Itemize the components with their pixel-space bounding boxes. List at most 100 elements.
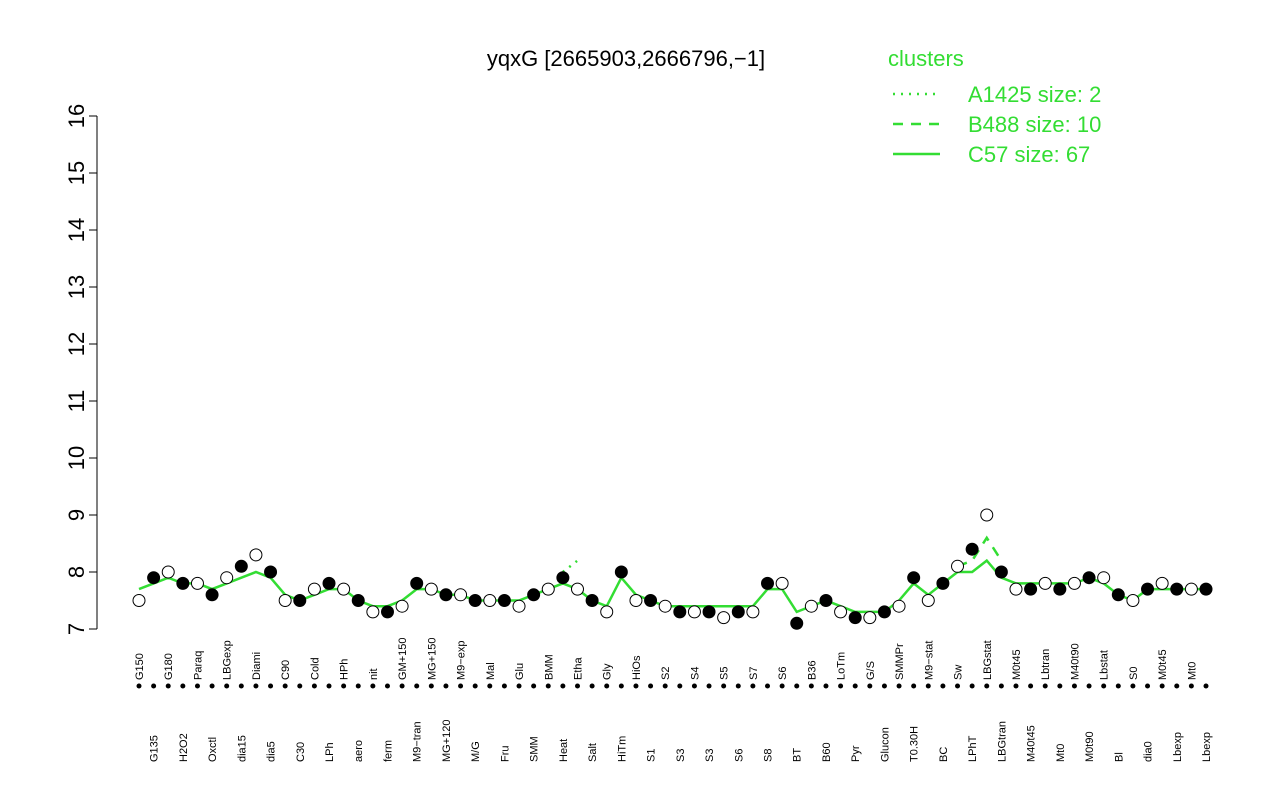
y-tick-label: 12	[64, 332, 89, 356]
x-tick-label: Mal	[485, 662, 497, 680]
legend-title: clusters	[888, 46, 964, 71]
category-dot	[1086, 683, 1092, 689]
category-dot	[1159, 683, 1165, 689]
point	[1141, 582, 1155, 596]
point	[527, 588, 541, 602]
x-tick-label: G135	[149, 735, 161, 762]
category-dot	[443, 683, 449, 689]
category-dot	[414, 683, 420, 689]
x-tick-label: Lbexp	[1172, 732, 1184, 762]
category-dot	[238, 683, 244, 689]
point	[176, 576, 190, 590]
point	[994, 565, 1008, 579]
point	[658, 599, 672, 613]
point	[497, 594, 511, 607]
point	[687, 605, 701, 619]
category-dot	[180, 683, 186, 689]
category-dot	[282, 683, 288, 689]
y-tick-label: 8	[64, 566, 89, 578]
point	[1126, 594, 1140, 607]
point	[834, 605, 848, 619]
category-dot	[194, 683, 200, 689]
point	[921, 594, 935, 607]
x-tick-label: LBGexp	[222, 640, 234, 680]
point	[161, 565, 175, 579]
x-tick-label: Diami	[251, 652, 263, 680]
category-dot	[589, 683, 595, 689]
x-tick-label: M9−stat	[923, 641, 935, 680]
point	[644, 594, 658, 607]
category-dot	[1042, 683, 1048, 689]
point	[1082, 571, 1096, 585]
category-dot	[662, 683, 668, 689]
point	[132, 594, 146, 607]
point	[264, 565, 278, 579]
x-tick-label: S3	[675, 749, 687, 762]
point	[804, 599, 818, 613]
category-dot	[1203, 683, 1209, 689]
y-tick-label: 7	[64, 623, 89, 635]
category-dot	[706, 683, 712, 689]
point	[147, 571, 161, 585]
x-tick-label: B60	[821, 742, 833, 762]
x-tick-label: M40t45	[1026, 725, 1038, 762]
point	[1053, 582, 1067, 596]
point	[424, 582, 438, 596]
x-tick-label: G/S	[865, 661, 877, 680]
x-tick-label: Sw	[953, 665, 965, 680]
x-tick-label: B36	[806, 660, 818, 680]
point	[848, 611, 862, 625]
x-tick-label: S1	[646, 749, 658, 762]
x-tick-label: BC	[938, 747, 950, 762]
category-dot	[355, 683, 361, 689]
point	[234, 559, 248, 573]
point	[731, 605, 745, 619]
point	[570, 582, 584, 596]
category-dot	[618, 683, 624, 689]
x-tick-label: nit	[368, 668, 380, 680]
point	[1024, 582, 1038, 596]
category-dot	[808, 683, 814, 689]
x-tick-label: Lbtran	[1040, 649, 1052, 680]
x-tick-label: S6	[733, 749, 745, 762]
y-tick-label: 10	[64, 446, 89, 470]
category-dot	[633, 683, 639, 689]
x-tick-label: LPh	[324, 742, 336, 762]
point	[717, 611, 731, 625]
category-dot	[501, 683, 507, 689]
x-tick-label: Lbstat	[1099, 650, 1111, 680]
x-tick-label: GM+150	[397, 638, 409, 681]
point	[673, 605, 687, 619]
x-tick-label: M0t45	[1011, 649, 1023, 680]
x-tick-label: Glu	[514, 663, 526, 680]
x-tick-label: C90	[280, 660, 292, 680]
x-tick-label: HiTm	[616, 736, 628, 762]
category-dot	[1115, 683, 1121, 689]
point	[819, 594, 833, 607]
category-dot	[341, 683, 347, 689]
point	[746, 605, 760, 619]
category-dot	[867, 683, 873, 689]
x-tick-label: dia0	[1143, 741, 1155, 762]
x-tick-label: Etha	[572, 656, 584, 680]
point	[951, 559, 965, 573]
point	[307, 582, 321, 596]
category-dot	[1130, 683, 1136, 689]
x-tick-label: Cold	[309, 657, 321, 680]
point	[614, 565, 628, 579]
x-tick-label: Lbexp	[1201, 732, 1213, 762]
point	[205, 588, 219, 602]
point	[877, 605, 891, 619]
category-dot	[1101, 683, 1107, 689]
category-dot	[794, 683, 800, 689]
legend-label: B488 size: 10	[968, 112, 1101, 137]
x-tick-label: S5	[719, 667, 731, 680]
category-dot	[955, 683, 961, 689]
point	[454, 588, 468, 602]
category-dot	[326, 683, 332, 689]
point	[439, 588, 453, 602]
category-dot	[209, 683, 215, 689]
category-dot	[1145, 683, 1151, 689]
category-dot	[648, 683, 654, 689]
x-tick-label: T0.30H	[909, 726, 921, 762]
